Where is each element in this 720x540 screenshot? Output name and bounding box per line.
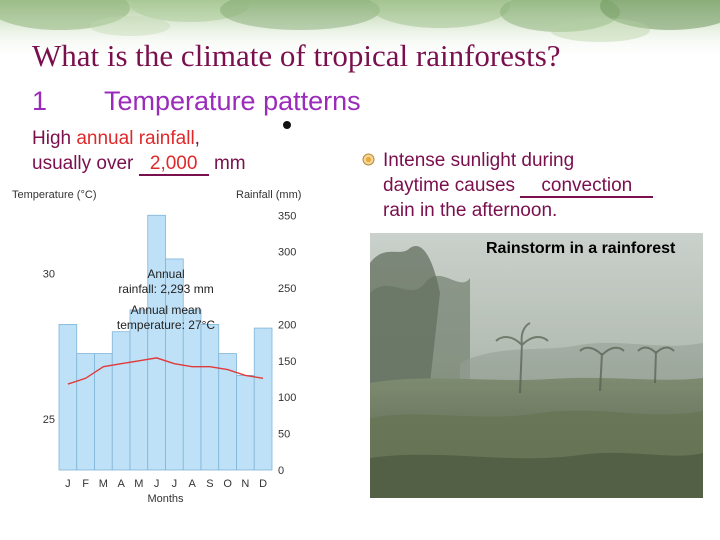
month-label: D [259, 478, 267, 490]
bullet-dot [283, 121, 291, 129]
subtitle-text: Temperature patterns [104, 86, 361, 116]
rainfall-bar [253, 327, 273, 471]
foliage-banner [0, 0, 720, 60]
rainstorm-image [370, 233, 703, 498]
month-label: S [206, 478, 213, 490]
rainfall-bar [129, 309, 149, 471]
sunlight-line2-prefix: daytime causes [383, 175, 521, 196]
sunlight-line1: Intense sunlight during [383, 150, 575, 171]
month-label: A [188, 478, 196, 490]
rainfall-statement-line2: usually over 2,000 mm [32, 151, 246, 176]
rainfall-bar [111, 331, 131, 471]
month-label: J [154, 478, 160, 490]
rainfall-text-part1: High [32, 128, 77, 149]
x-axis-label: Months [147, 493, 184, 505]
left-tick-label: 30 [43, 269, 55, 281]
rainfall-bar [200, 324, 220, 471]
foliage-image [0, 0, 720, 60]
chart-annotation: Annual mean [131, 303, 202, 317]
sun-bullet-icon [362, 153, 375, 166]
sunlight-statement: Intense sunlight during daytime causes c… [383, 148, 654, 223]
right-tick-label: 250 [278, 283, 296, 295]
rainfall-statement-line1: High annual rainfall, [32, 126, 246, 151]
y-axis-label-right: Rainfall (mm) [236, 189, 301, 201]
rainfall-bar [182, 309, 202, 471]
month-label: F [82, 478, 89, 490]
rainfall-bar [76, 353, 95, 471]
right-tick-label: 300 [278, 247, 296, 259]
rainfall-blank-answer: 2,000 [138, 154, 209, 176]
month-label: O [223, 478, 232, 490]
y-axis-label-left: Temperature (°C) [12, 189, 96, 201]
right-tick-label: 0 [278, 465, 284, 477]
right-tick-label: 150 [278, 356, 296, 368]
rainfall-line2-prefix: usually over [32, 153, 139, 174]
rainfall-statement: High annual rainfall, usually over 2,000… [32, 126, 246, 176]
subtitle-number: 1 [32, 86, 48, 116]
chart-annotation: Annual [147, 267, 184, 281]
slide-title: What is the climate of tropical rainfore… [32, 38, 561, 73]
rainfall-bar [236, 374, 255, 471]
temperature-line [67, 357, 264, 385]
photo-caption: Rainstorm in a rainforest [486, 240, 676, 257]
rainfall-line2-suffix: mm [208, 153, 246, 174]
rainfall-bar [58, 324, 78, 471]
month-label: A [117, 478, 125, 490]
rainfall-text-part3: , [194, 128, 200, 149]
chart-annotation: rainfall: 2,293 mm [118, 282, 213, 296]
right-tick-label: 50 [278, 429, 290, 441]
sunlight-line3: rain in the afternoon. [383, 200, 558, 221]
chart-annotation: temperature: 27°C [117, 318, 216, 332]
right-tick-label: 200 [278, 319, 296, 331]
month-label: M [99, 478, 108, 490]
right-tick-label: 350 [278, 210, 296, 222]
right-tick-label: 100 [278, 392, 296, 404]
month-label: J [65, 478, 71, 490]
convection-blank-answer: convection [520, 176, 654, 198]
rainfall-text-highlight: annual rainfall [76, 128, 195, 149]
month-label: M [134, 478, 143, 490]
month-label: N [241, 478, 249, 490]
rainfall-bar [147, 214, 166, 471]
month-label: J [172, 478, 178, 490]
left-tick-label: 25 [43, 414, 55, 426]
rainforest-photo [370, 233, 703, 498]
sunlight-line2: daytime causes convection [383, 173, 654, 198]
slide-subtitle: 1 Temperature patterns [32, 86, 361, 117]
